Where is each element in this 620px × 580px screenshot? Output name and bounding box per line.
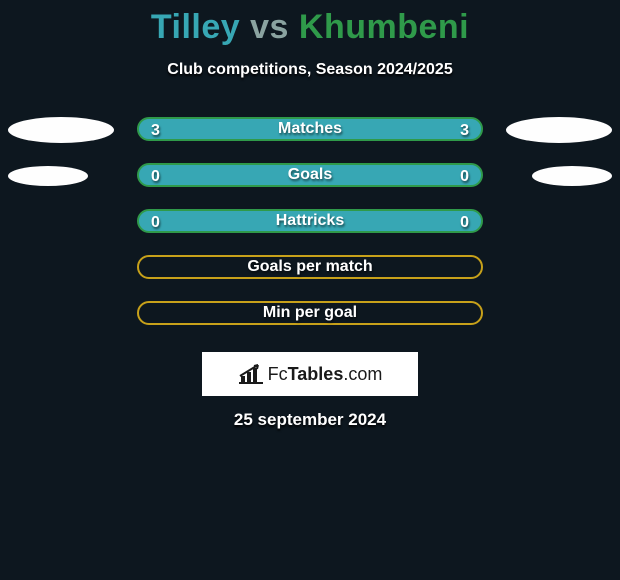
comparison-infographic: Tilley vs Khumbeni Club competitions, Se…: [0, 0, 620, 580]
stat-row: 0 0 Hattricks: [0, 209, 620, 235]
title: Tilley vs Khumbeni: [0, 0, 620, 47]
stat-label: Goals: [288, 166, 332, 184]
stat-label: Min per goal: [263, 304, 357, 322]
title-player2: Khumbeni: [299, 8, 469, 46]
stat-right-value: 0: [460, 211, 469, 235]
stat-bar: 0 0 Goals: [137, 163, 483, 187]
logo-text-fc: Fc: [268, 364, 288, 384]
title-player1: Tilley: [151, 8, 240, 46]
stat-label: Matches: [278, 120, 342, 138]
subtitle: Club competitions, Season 2024/2025: [0, 61, 620, 79]
stat-bar: 3 3 Matches: [137, 117, 483, 141]
date-text: 25 september 2024: [234, 410, 386, 430]
stat-row: 3 3 Matches: [0, 117, 620, 143]
logo-inner: FcTables.com: [238, 364, 383, 385]
stat-row: Min per goal: [0, 301, 620, 327]
left-ellipse: [8, 166, 88, 186]
title-vs: vs: [250, 8, 289, 46]
left-ellipse: [8, 117, 114, 143]
stat-row: 0 0 Goals: [0, 163, 620, 189]
stat-left-value: 0: [151, 211, 160, 235]
logo-text-com: .com: [343, 364, 382, 384]
stat-row: Goals per match: [0, 255, 620, 281]
stat-left-value: 3: [151, 119, 160, 143]
logo-text: FcTables.com: [268, 364, 383, 385]
right-ellipse: [506, 117, 612, 143]
logo-text-tables: Tables: [288, 364, 344, 384]
stat-right-value: 3: [460, 119, 469, 143]
stat-bar: 0 0 Hattricks: [137, 209, 483, 233]
stat-rows: 3 3 Matches 0 0 Goals 0 0 Hattricks Goals per mat…: [0, 117, 620, 327]
stat-right-value: 0: [460, 165, 469, 189]
right-ellipse: [532, 166, 612, 186]
stat-left-value: 0: [151, 165, 160, 189]
barchart-icon: [238, 364, 264, 384]
source-logo: FcTables.com: [202, 352, 418, 396]
stat-bar: Goals per match: [137, 255, 483, 279]
stat-label: Hattricks: [276, 212, 344, 230]
stat-label: Goals per match: [247, 258, 372, 276]
stat-bar: Min per goal: [137, 301, 483, 325]
